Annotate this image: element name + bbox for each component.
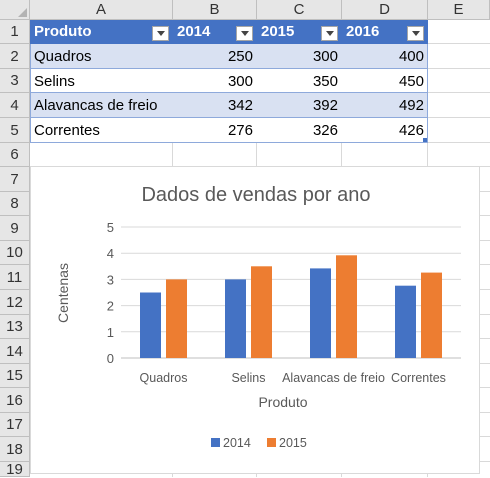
bar-2015 xyxy=(421,272,442,358)
legend-swatch-2014 xyxy=(211,438,220,447)
bar-2014 xyxy=(225,279,246,358)
cell-d2[interactable]: 400 xyxy=(398,48,424,65)
x-category-label: Alavancas de freio xyxy=(282,371,385,385)
chart-title[interactable]: Dados de vendas por ano xyxy=(141,184,370,206)
y-tick-label: 2 xyxy=(107,299,114,314)
row-header-14[interactable]: 14 xyxy=(0,339,30,364)
filter-dropdown-2016[interactable] xyxy=(407,26,424,41)
table-band xyxy=(30,44,428,68)
row-header-2[interactable]: 2 xyxy=(0,44,30,69)
header-produto[interactable]: Produto xyxy=(34,23,92,40)
legend-label-2014: 2014 xyxy=(223,436,251,450)
table-row-border xyxy=(30,117,428,118)
cell-c5[interactable]: 326 xyxy=(312,122,338,139)
cell-b3[interactable]: 300 xyxy=(227,73,253,90)
y-tick-label: 1 xyxy=(107,325,114,340)
y-axis-title[interactable]: Centenas xyxy=(55,263,71,323)
header-2015[interactable]: 2015 xyxy=(261,23,295,40)
row-header-15[interactable]: 15 xyxy=(0,364,30,388)
table-resize-handle[interactable] xyxy=(423,138,427,142)
row-header-8[interactable]: 8 xyxy=(0,192,30,216)
header-2016[interactable]: 2016 xyxy=(346,23,380,40)
header-2014[interactable]: 2014 xyxy=(177,23,211,40)
y-tick-label: 0 xyxy=(107,351,114,366)
table-header-row xyxy=(30,20,428,44)
column-header-b[interactable]: B xyxy=(173,0,257,20)
select-all-triangle xyxy=(18,8,27,17)
cell-c2[interactable]: 300 xyxy=(312,48,338,65)
row-header-11[interactable]: 11 xyxy=(0,265,30,290)
table-row-border xyxy=(30,142,428,143)
row-header-17[interactable]: 17 xyxy=(0,413,30,437)
cell-a3[interactable]: Selins xyxy=(34,73,75,90)
column-header-d[interactable]: D xyxy=(342,0,428,20)
chevron-down-icon xyxy=(156,31,165,36)
bar-2015 xyxy=(251,266,272,358)
chevron-down-icon xyxy=(325,31,334,36)
table-band xyxy=(30,69,428,93)
cell-d4[interactable]: 492 xyxy=(398,97,424,114)
y-tick-label: 5 xyxy=(107,220,114,235)
row-header-9[interactable]: 9 xyxy=(0,216,30,241)
row-header-12[interactable]: 12 xyxy=(0,290,30,315)
cell-a4[interactable]: Alavancas de freio xyxy=(34,97,158,114)
cell-a2[interactable]: Quadros xyxy=(34,48,92,65)
x-category-label: Correntes xyxy=(391,371,446,385)
table-band xyxy=(30,118,428,142)
row-header-7[interactable]: 7 xyxy=(0,167,30,192)
bar-2014 xyxy=(395,285,416,358)
column-header-e[interactable]: E xyxy=(428,0,490,20)
table-band xyxy=(30,93,428,117)
cell-c3[interactable]: 350 xyxy=(312,73,338,90)
bar-2015 xyxy=(336,255,357,358)
column-header-a[interactable]: A xyxy=(30,0,173,20)
row-header-18[interactable]: 18 xyxy=(0,437,30,462)
bar-2014 xyxy=(310,268,331,358)
row-header-19[interactable]: 19 xyxy=(0,461,30,478)
bar-2015 xyxy=(166,279,187,358)
row-header-10[interactable]: 10 xyxy=(0,241,30,265)
cell-b4[interactable]: 342 xyxy=(227,97,253,114)
filter-dropdown-2014[interactable] xyxy=(236,26,253,41)
cell-b5[interactable]: 276 xyxy=(227,122,253,139)
row-header-1[interactable]: 1 xyxy=(0,20,30,44)
x-axis-title[interactable]: Produto xyxy=(258,394,307,410)
table-right-border xyxy=(427,20,428,143)
y-tick-label: 3 xyxy=(107,272,114,287)
chevron-down-icon xyxy=(411,31,420,36)
row-header-6[interactable]: 6 xyxy=(0,143,30,167)
cell-c4[interactable]: 392 xyxy=(312,97,338,114)
table-left-border xyxy=(30,20,31,143)
table-row-border xyxy=(30,68,428,69)
row-header-3[interactable]: 3 xyxy=(0,69,30,93)
cell-d5[interactable]: 426 xyxy=(398,122,424,139)
row-header-13[interactable]: 13 xyxy=(0,315,30,339)
table-row-border xyxy=(30,92,428,93)
bar-2014 xyxy=(140,292,161,358)
chevron-down-icon xyxy=(240,31,249,36)
cell-a5[interactable]: Correntes xyxy=(34,122,100,139)
y-tick-label: 4 xyxy=(107,246,114,261)
bar-chart[interactable]: Dados de vendas por ano Centenas Produto… xyxy=(30,166,480,474)
chart-canvas: Dados de vendas por ano Centenas Produto… xyxy=(55,184,461,450)
cell-d3[interactable]: 450 xyxy=(398,73,424,90)
select-all-corner[interactable] xyxy=(0,0,30,20)
row-header-4[interactable]: 4 xyxy=(0,93,30,118)
row-header-16[interactable]: 16 xyxy=(0,388,30,413)
column-header-c[interactable]: C xyxy=(257,0,342,20)
filter-dropdown-2015[interactable] xyxy=(321,26,338,41)
legend-swatch-2015 xyxy=(267,438,276,447)
legend-label-2015: 2015 xyxy=(279,436,307,450)
filter-dropdown-produto[interactable] xyxy=(152,26,169,41)
cell-b2[interactable]: 250 xyxy=(227,48,253,65)
x-category-label: Selins xyxy=(231,371,265,385)
x-category-label: Quadros xyxy=(140,371,188,385)
row-header-5[interactable]: 5 xyxy=(0,118,30,143)
